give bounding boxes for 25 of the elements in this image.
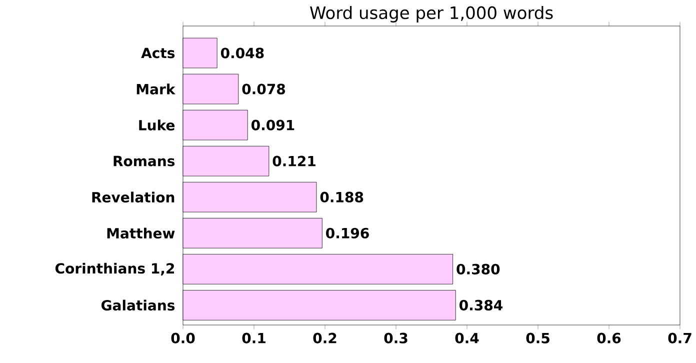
x-tick-label: 0.7: [668, 332, 692, 344]
x-tick-label: 0.1: [242, 332, 266, 344]
x-tick-label: 0.2: [313, 332, 336, 344]
data-label: 0.078: [242, 84, 286, 94]
x-tick-label: 0.3: [384, 332, 408, 344]
x-tick-label: 0.0: [171, 332, 195, 344]
x-tick-label: 0.5: [526, 332, 550, 344]
data-label: 0.048: [220, 48, 264, 58]
y-tick-label: Galatians: [101, 300, 175, 311]
x-tick-label: 0.4: [455, 332, 479, 344]
data-label: 0.091: [251, 120, 294, 130]
chart-title: Word usage per 1,000 words: [310, 6, 553, 22]
y-tick-label: Romans: [114, 156, 175, 166]
y-tick-label: Luke: [139, 120, 175, 130]
y-tick-label: Mark: [136, 84, 176, 94]
data-label: 0.121: [272, 156, 316, 166]
x-tick-label: 0.6: [597, 332, 621, 344]
data-label: 0.384: [460, 300, 502, 310]
data-label: 0.188: [320, 192, 364, 202]
y-tick-label: Corinthians 1,2: [55, 262, 174, 276]
y-tick-label: Matthew: [107, 228, 175, 239]
y-tick-label: Acts: [141, 48, 175, 58]
y-tick-label: Revelation: [92, 192, 174, 203]
data-label: 0.196: [326, 228, 369, 238]
data-label: 0.380: [456, 264, 500, 274]
